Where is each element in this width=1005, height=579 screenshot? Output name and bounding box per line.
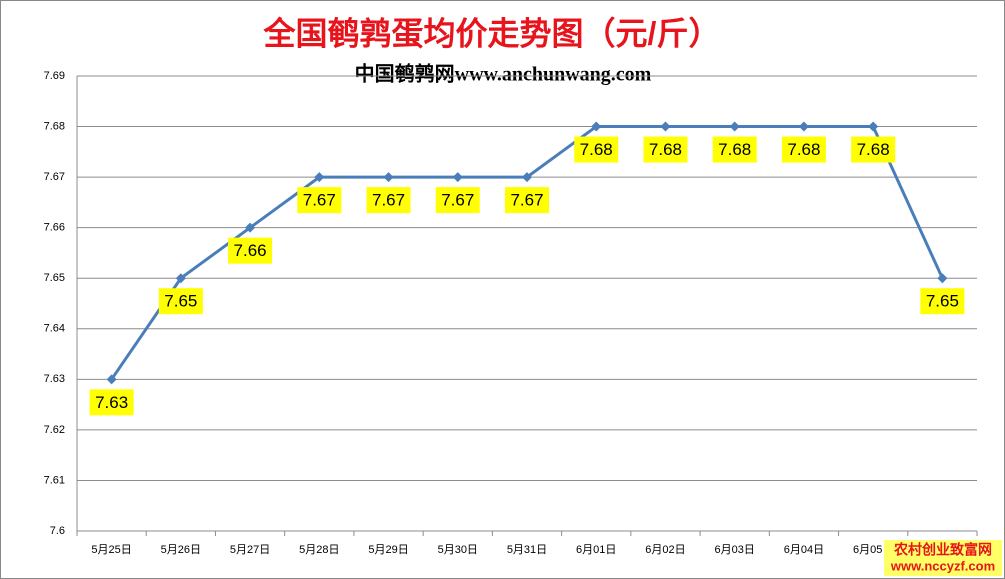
y-tick-label: 7.64	[44, 323, 65, 335]
data-label-box	[712, 136, 757, 163]
data-label: 7.68	[857, 140, 890, 159]
marker	[729, 121, 740, 132]
data-label-box	[574, 136, 619, 163]
data-label: 7.68	[580, 140, 613, 159]
y-tick-label: 7.66	[44, 222, 65, 234]
data-label: 7.67	[441, 191, 474, 210]
y-tick-label: 7.6	[50, 525, 65, 537]
watermark-url: www.nccyzf.com	[890, 558, 995, 573]
marker	[937, 273, 948, 284]
marker	[314, 172, 325, 183]
x-tick-label: 5月27日	[230, 544, 270, 556]
data-label-box	[366, 187, 411, 214]
data-label-box	[505, 187, 549, 214]
data-label-box	[158, 288, 203, 315]
x-tick-label: 6月04日	[784, 544, 824, 556]
x-tick-label: 6月03日	[715, 544, 755, 556]
chart-title: 全国鹌鹑蛋均价走势图（元/斤）	[263, 15, 721, 51]
watermark-box	[884, 540, 1002, 576]
marker	[106, 374, 117, 385]
marker	[245, 222, 256, 233]
marker	[175, 273, 186, 284]
marker	[452, 172, 463, 183]
x-tick-label: 6月05日	[853, 544, 893, 556]
y-tick-label: 7.67	[44, 171, 65, 183]
data-label-box	[435, 187, 480, 214]
data-label: 7.67	[510, 191, 543, 210]
data-label: 7.63	[95, 393, 128, 412]
y-tick-label: 7.62	[44, 424, 65, 436]
data-label-box	[228, 237, 273, 264]
x-tick-label: 5月31日	[507, 544, 547, 556]
x-tick-label: 5月25日	[91, 544, 131, 556]
data-label: 7.68	[649, 140, 682, 159]
marker	[660, 121, 671, 132]
y-tick-label: 7.63	[44, 373, 65, 385]
x-tick-label: 6月02日	[645, 544, 685, 556]
data-label-box	[89, 389, 134, 416]
data-label: 7.67	[372, 191, 405, 210]
marker	[383, 172, 394, 183]
marker	[798, 121, 809, 132]
marker	[591, 121, 602, 132]
data-label: 7.67	[303, 191, 336, 210]
data-label: 7.68	[718, 140, 751, 159]
x-tick-label: 5月29日	[368, 544, 408, 556]
data-label-box	[781, 136, 826, 163]
y-tick-label: 7.65	[44, 272, 65, 284]
marker	[522, 172, 532, 183]
chart-subtitle: 中国鹌鹑网www.anchunwang.com	[355, 62, 652, 86]
data-label: 7.66	[234, 241, 267, 260]
x-tick-label: 5月26日	[161, 544, 201, 556]
data-label-box	[643, 136, 688, 163]
data-label-box	[297, 187, 342, 214]
y-tick-label: 7.69	[44, 70, 65, 82]
x-tick-label: 6月01日	[576, 544, 616, 556]
x-tick-label: 5月30日	[438, 544, 478, 556]
data-label-box	[851, 136, 896, 163]
y-tick-label: 7.61	[44, 474, 65, 486]
y-tick-label: 7.68	[44, 120, 65, 132]
watermark-text: 农村创业致富网	[893, 542, 992, 558]
data-label: 7.65	[164, 292, 197, 311]
data-label: 7.65	[926, 292, 959, 311]
x-tick-label: 5月28日	[299, 544, 339, 556]
marker	[868, 121, 879, 132]
data-label-box	[920, 288, 965, 315]
data-label: 7.68	[787, 140, 820, 159]
